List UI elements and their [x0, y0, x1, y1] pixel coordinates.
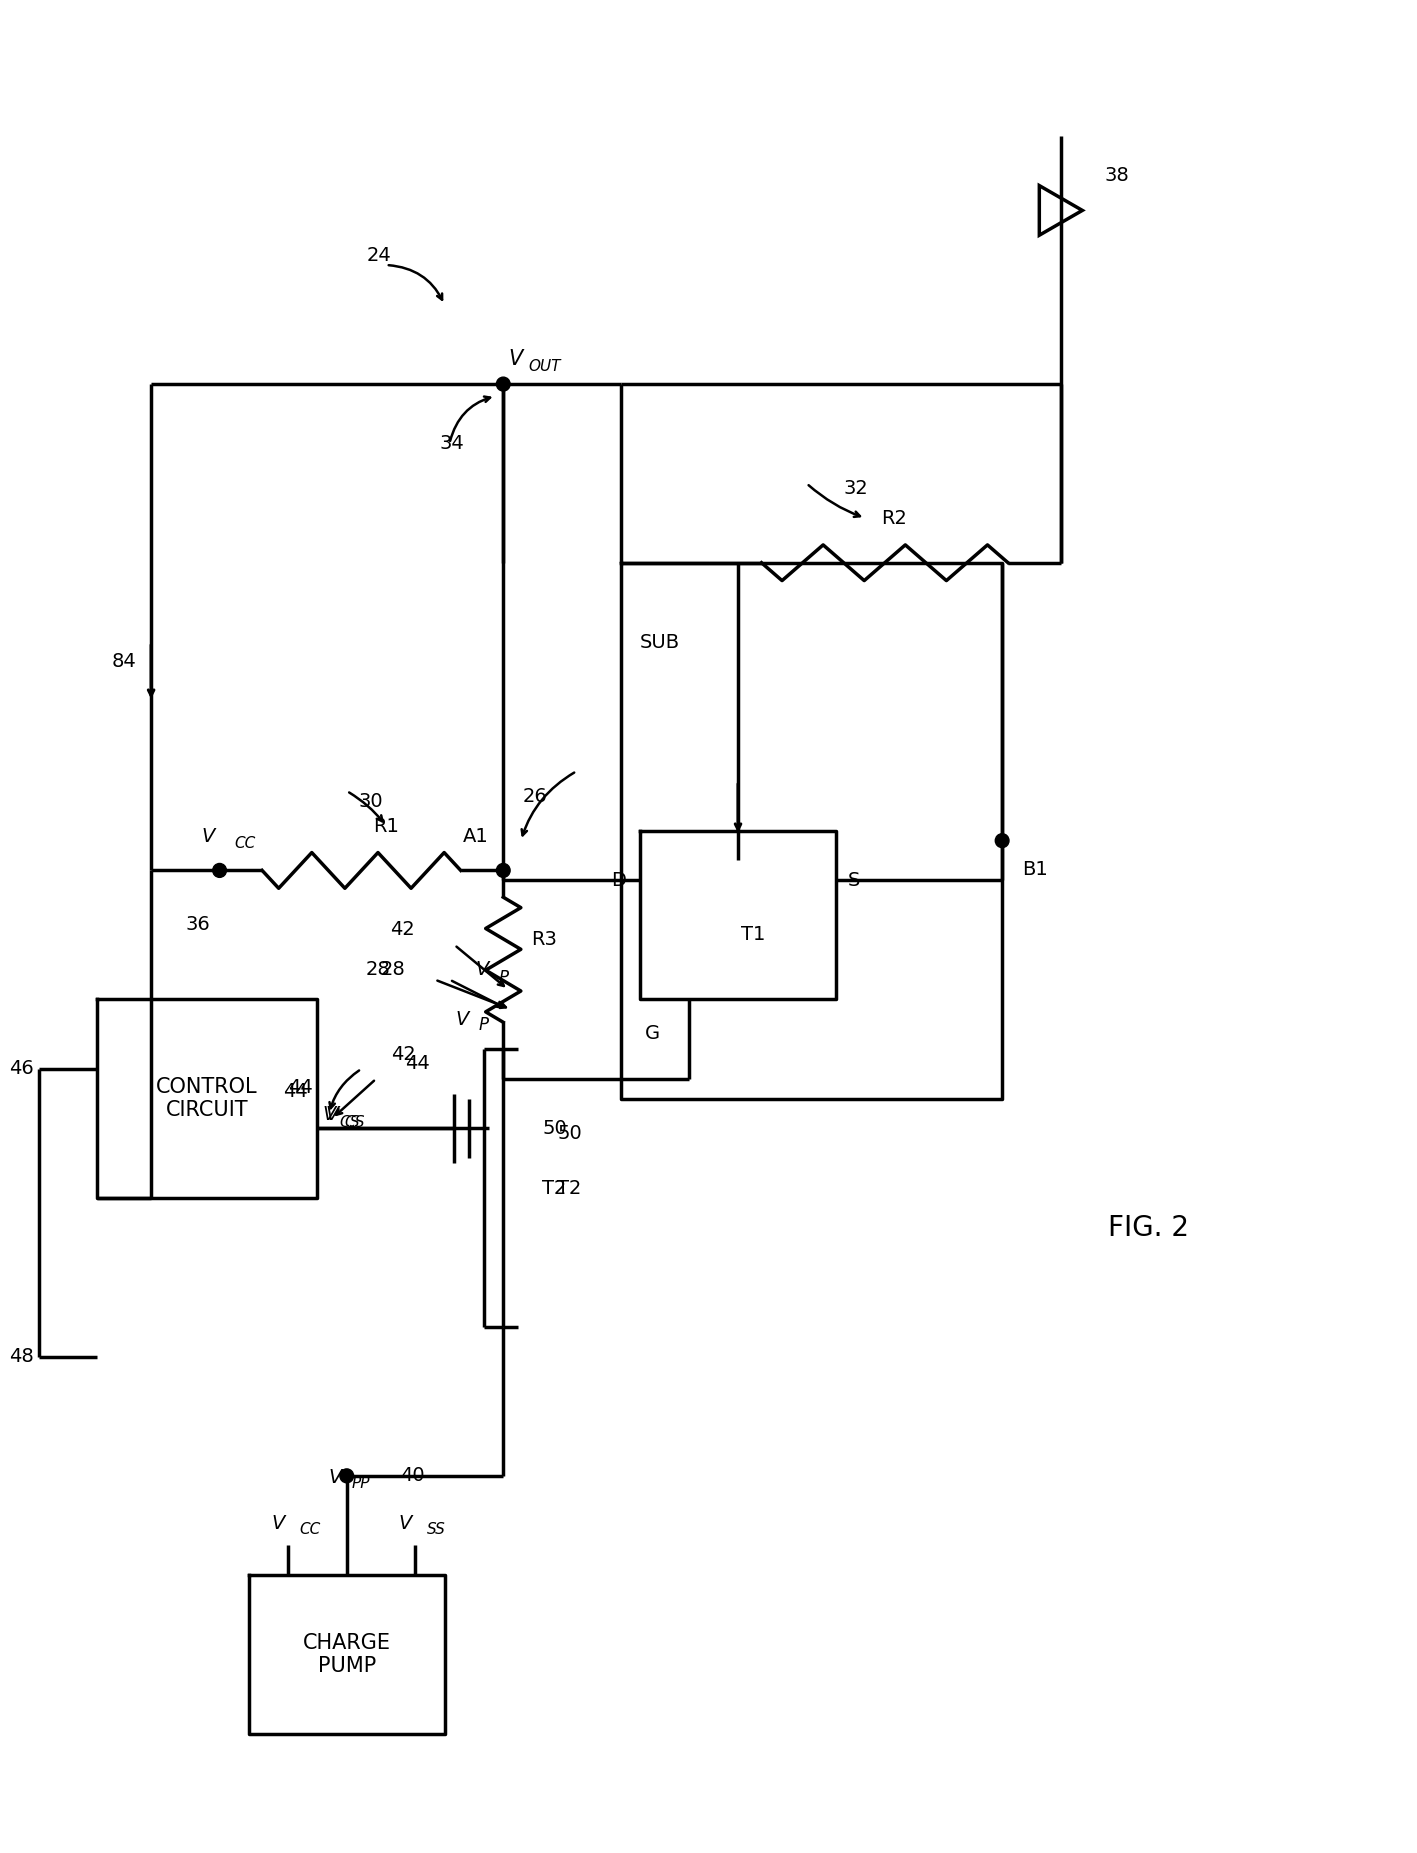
Text: 84: 84 — [112, 652, 136, 671]
Text: SS: SS — [427, 1523, 446, 1538]
Circle shape — [496, 378, 510, 391]
Text: 38: 38 — [1105, 167, 1129, 185]
Text: T1: T1 — [741, 925, 765, 945]
Text: 32: 32 — [843, 480, 867, 498]
Text: 48: 48 — [9, 1347, 34, 1366]
Text: V: V — [509, 348, 523, 369]
Text: V: V — [400, 1514, 412, 1534]
Text: 44: 44 — [288, 1078, 313, 1097]
Text: V: V — [456, 1010, 469, 1028]
Text: CONTROL
CIRCUIT: CONTROL CIRCUIT — [156, 1077, 258, 1121]
Text: V: V — [272, 1514, 285, 1534]
Text: R2: R2 — [881, 510, 907, 528]
Text: OUT: OUT — [529, 359, 561, 374]
Text: R3: R3 — [530, 930, 557, 949]
Text: V: V — [322, 1104, 336, 1123]
Text: 50: 50 — [557, 1125, 582, 1143]
Text: CS: CS — [339, 1116, 360, 1130]
Text: 26: 26 — [523, 788, 547, 806]
Text: CC: CC — [300, 1523, 322, 1538]
Text: 34: 34 — [439, 434, 465, 452]
Text: 44: 44 — [283, 1082, 307, 1101]
Text: 44: 44 — [405, 1054, 431, 1073]
Text: B1: B1 — [1022, 860, 1047, 880]
Text: T2: T2 — [557, 1179, 581, 1197]
Text: PP: PP — [351, 1477, 370, 1492]
Text: S: S — [847, 871, 860, 889]
Text: T2: T2 — [543, 1179, 567, 1197]
Text: CHARGE
PUMP: CHARGE PUMP — [303, 1632, 391, 1677]
Text: P: P — [499, 969, 509, 986]
Text: 28: 28 — [381, 960, 405, 978]
Text: 30: 30 — [359, 791, 384, 812]
Text: 24: 24 — [367, 246, 391, 265]
Text: V: V — [326, 1104, 339, 1123]
Text: V: V — [475, 960, 489, 978]
Text: SUB: SUB — [640, 632, 680, 652]
Text: 42: 42 — [391, 1045, 415, 1064]
Circle shape — [340, 1469, 354, 1482]
Text: 36: 36 — [186, 915, 210, 934]
Text: D: D — [611, 871, 625, 889]
Text: G: G — [645, 1025, 660, 1043]
Text: 40: 40 — [401, 1466, 425, 1486]
Text: 42: 42 — [391, 921, 415, 939]
Text: 50: 50 — [543, 1119, 567, 1138]
Circle shape — [496, 863, 510, 876]
Text: A1: A1 — [463, 826, 489, 845]
Text: V: V — [329, 1468, 341, 1488]
Text: CS: CS — [344, 1116, 366, 1130]
Circle shape — [995, 834, 1009, 847]
Text: CC: CC — [234, 836, 255, 851]
Text: V: V — [201, 826, 215, 845]
Text: FIG. 2: FIG. 2 — [1108, 1214, 1189, 1242]
Circle shape — [213, 863, 227, 876]
Text: P: P — [479, 1015, 489, 1034]
Text: 28: 28 — [366, 960, 391, 978]
Text: R1: R1 — [373, 817, 398, 836]
Text: 46: 46 — [9, 1060, 34, 1078]
